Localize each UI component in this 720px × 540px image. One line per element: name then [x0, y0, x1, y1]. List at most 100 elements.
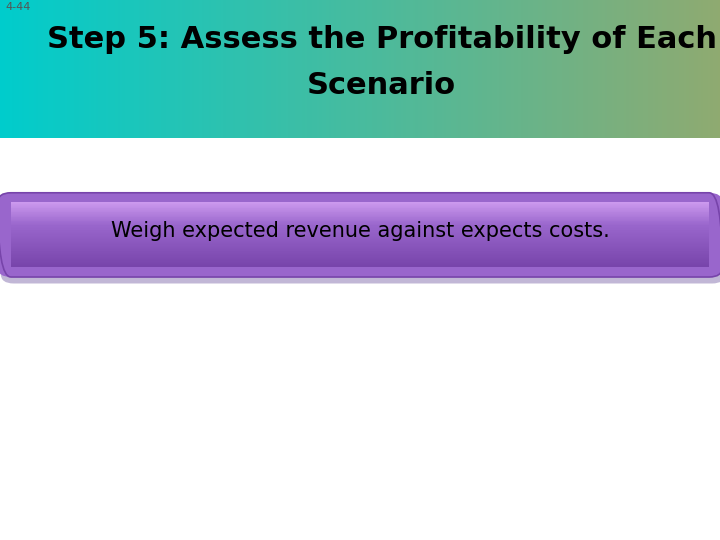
Bar: [610, 0, 613, 138]
Bar: [338, 0, 341, 138]
Bar: [706, 0, 708, 138]
Bar: [329, 0, 332, 138]
Bar: [639, 0, 642, 138]
Bar: [487, 0, 490, 138]
Bar: [11, 218, 709, 219]
Bar: [103, 0, 107, 138]
Bar: [130, 0, 132, 138]
Bar: [468, 0, 471, 138]
Bar: [91, 0, 94, 138]
Bar: [43, 0, 46, 138]
Bar: [22, 0, 24, 138]
Bar: [266, 0, 269, 138]
Bar: [11, 222, 709, 224]
Bar: [235, 0, 238, 138]
Bar: [14, 0, 17, 138]
Bar: [211, 0, 215, 138]
Bar: [382, 0, 384, 138]
Bar: [300, 0, 303, 138]
Bar: [581, 0, 584, 138]
Bar: [360, 0, 363, 138]
Bar: [161, 0, 164, 138]
Bar: [221, 0, 224, 138]
Bar: [11, 214, 709, 215]
Bar: [216, 0, 219, 138]
Bar: [307, 0, 310, 138]
Bar: [504, 0, 507, 138]
Bar: [89, 0, 92, 138]
Bar: [271, 0, 274, 138]
Bar: [322, 0, 325, 138]
FancyBboxPatch shape: [1, 199, 720, 284]
Bar: [711, 0, 714, 138]
Bar: [636, 0, 639, 138]
Bar: [516, 0, 519, 138]
Bar: [53, 0, 56, 138]
Bar: [11, 221, 709, 223]
Bar: [84, 0, 87, 138]
Bar: [333, 0, 337, 138]
Bar: [405, 0, 409, 138]
Bar: [315, 0, 318, 138]
Bar: [240, 0, 243, 138]
Bar: [473, 0, 476, 138]
Bar: [72, 0, 75, 138]
Bar: [377, 0, 380, 138]
Bar: [0, 0, 3, 138]
Bar: [290, 0, 294, 138]
Bar: [65, 0, 68, 138]
Bar: [110, 0, 114, 138]
Bar: [11, 246, 709, 248]
Bar: [269, 0, 272, 138]
Bar: [146, 0, 150, 138]
Bar: [585, 0, 589, 138]
Text: Scenario: Scenario: [307, 71, 456, 99]
Bar: [281, 0, 284, 138]
Bar: [276, 0, 279, 138]
Bar: [11, 259, 709, 260]
Bar: [11, 210, 709, 212]
Bar: [11, 212, 709, 213]
Bar: [617, 0, 620, 138]
Bar: [441, 0, 445, 138]
Bar: [662, 0, 665, 138]
Bar: [9, 0, 13, 138]
Bar: [657, 0, 661, 138]
Bar: [11, 244, 709, 246]
Bar: [11, 244, 709, 245]
Bar: [11, 233, 709, 234]
Text: Weigh expected revenue against expects costs.: Weigh expected revenue against expects c…: [111, 220, 609, 241]
Bar: [670, 0, 672, 138]
Bar: [11, 266, 709, 267]
Bar: [535, 0, 539, 138]
Bar: [185, 0, 188, 138]
Bar: [11, 231, 709, 233]
Bar: [11, 265, 709, 266]
Bar: [420, 0, 423, 138]
Bar: [526, 0, 528, 138]
Bar: [106, 0, 109, 138]
Bar: [523, 0, 526, 138]
Bar: [713, 0, 716, 138]
Bar: [168, 0, 171, 138]
Bar: [11, 202, 709, 204]
Bar: [11, 252, 709, 254]
Bar: [261, 0, 265, 138]
Bar: [11, 249, 709, 251]
Bar: [11, 239, 709, 241]
Bar: [245, 0, 248, 138]
Bar: [439, 0, 442, 138]
Bar: [444, 0, 447, 138]
Bar: [11, 226, 709, 227]
Bar: [259, 0, 262, 138]
Bar: [254, 0, 258, 138]
Bar: [45, 0, 49, 138]
Bar: [660, 0, 663, 138]
Bar: [286, 0, 289, 138]
Bar: [11, 228, 709, 230]
Bar: [11, 216, 709, 217]
Bar: [533, 0, 536, 138]
Bar: [11, 205, 709, 206]
Bar: [204, 0, 207, 138]
Bar: [11, 206, 709, 207]
